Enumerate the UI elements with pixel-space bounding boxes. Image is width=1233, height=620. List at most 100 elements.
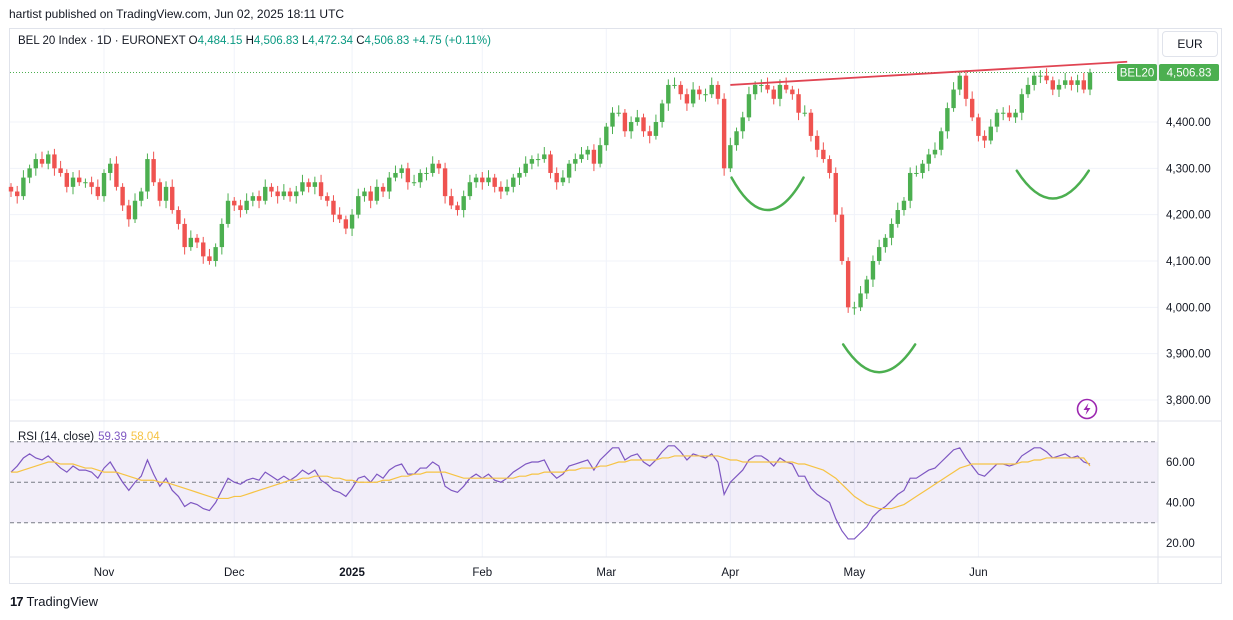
- candle-body: [95, 186, 101, 197]
- flash-icon[interactable]: [1076, 398, 1098, 420]
- candle-body: [331, 200, 336, 215]
- rsi-axis-ticks: 60.00 40.00 20.00: [1166, 457, 1195, 550]
- rsi-series: [10, 445, 1091, 540]
- candle-body: [604, 126, 609, 146]
- candle-body: [1056, 84, 1062, 90]
- candle-body: [64, 172, 70, 187]
- candle-body: [802, 112, 807, 114]
- candle-body: [46, 154, 51, 164]
- time-tick-label: Feb: [472, 567, 492, 579]
- candle-body: [424, 172, 429, 174]
- candle-body: [932, 149, 938, 155]
- candle-body: [486, 177, 491, 183]
- candle-body: [746, 94, 752, 118]
- candle-body: [697, 89, 702, 95]
- candle-body: [752, 84, 758, 95]
- candle-body: [566, 163, 572, 178]
- candle-body: [597, 145, 603, 164]
- candle-body: [325, 196, 330, 201]
- candle-body: [1025, 84, 1031, 95]
- candle-body: [343, 219, 349, 229]
- rsi-label: RSI (14, close): [18, 431, 95, 443]
- symbol-legend: BEL 20 Index · 1D · EURONEXT O4,484.15 H…: [18, 35, 491, 47]
- candle-body: [263, 186, 268, 201]
- time-tick-label: Dec: [224, 567, 245, 579]
- candle-body: [380, 186, 386, 192]
- candle-body: [1007, 112, 1012, 118]
- candle-body: [349, 214, 355, 229]
- candle-body: [120, 186, 125, 206]
- candle-body: [976, 117, 981, 136]
- chart-frame: [9, 28, 1222, 584]
- head-shoulders-arc: [730, 176, 805, 212]
- candle-body: [393, 172, 398, 178]
- candle-body: [132, 200, 138, 220]
- candle-body: [498, 186, 504, 192]
- candle-body: [1000, 112, 1006, 114]
- high-value: 4,506.83: [253, 35, 299, 47]
- candlestick-series: [8, 68, 1093, 315]
- candle-body: [870, 261, 876, 280]
- candle-body: [914, 172, 919, 174]
- candle-body: [653, 122, 659, 136]
- candle-body: [796, 94, 801, 113]
- candle-body: [951, 89, 956, 109]
- time-tick-label: Mar: [596, 567, 616, 579]
- open-value: 4,484.15: [197, 35, 243, 47]
- candle-body: [1044, 75, 1049, 81]
- candle-body: [542, 154, 547, 160]
- candle-body: [672, 84, 677, 86]
- candle-body: [492, 177, 497, 187]
- candle-body: [77, 177, 82, 183]
- candle-body: [560, 177, 566, 183]
- candle-body: [814, 135, 820, 150]
- candle-body: [907, 172, 913, 201]
- candle-body: [635, 117, 640, 122]
- candle-body: [306, 182, 311, 187]
- candle-body: [312, 182, 318, 187]
- candle-body: [399, 168, 404, 173]
- candle-body: [864, 279, 869, 294]
- candle-body: [467, 182, 473, 197]
- candle-body: [1081, 80, 1086, 90]
- rsi-ma-value: 58.04: [130, 431, 160, 443]
- currency-button[interactable]: EUR: [1162, 31, 1218, 57]
- candle-body: [157, 182, 163, 201]
- candle-body: [232, 200, 237, 206]
- candle-body: [783, 84, 789, 90]
- time-tick-label: Jun: [969, 567, 988, 579]
- candle-body: [988, 126, 993, 141]
- candle-body: [387, 177, 392, 192]
- price-tick-label: 4,100.00: [1166, 256, 1211, 268]
- last-price-tag: BEL20 4,506.83: [1117, 64, 1219, 82]
- candle-body: [244, 200, 249, 211]
- candle-body: [728, 145, 733, 169]
- time-axis-ticks: Nov Dec 2025 Feb Mar Apr May Jun: [94, 567, 988, 579]
- candle-body: [573, 159, 578, 164]
- candle-body: [585, 149, 590, 155]
- candle-body: [591, 149, 597, 164]
- tradingview-logo[interactable]: 17 TradingView: [10, 594, 98, 609]
- time-tick-label: Nov: [94, 567, 115, 579]
- symbol-tag: BEL20: [1120, 68, 1155, 80]
- high-label: H: [245, 35, 254, 47]
- candle-body: [808, 112, 814, 136]
- candle-body: [15, 191, 20, 197]
- candle-body: [33, 159, 39, 169]
- candle-body: [554, 172, 559, 183]
- tradingview-brand: TradingView: [26, 594, 99, 609]
- candle-body: [436, 163, 442, 169]
- candle-body: [647, 131, 652, 136]
- candle-body: [734, 131, 739, 146]
- candle-body: [641, 117, 646, 132]
- candle-body: [70, 177, 76, 187]
- candle-body: [827, 159, 832, 173]
- price-tick-label: 3,800.00: [1166, 395, 1211, 407]
- candle-body: [188, 237, 194, 248]
- candle-body: [318, 182, 324, 197]
- candle-body: [411, 182, 417, 184]
- candle-body: [8, 186, 14, 192]
- candle-body: [852, 307, 857, 309]
- candle-body: [845, 261, 851, 308]
- price-tick-label: 4,200.00: [1166, 210, 1211, 222]
